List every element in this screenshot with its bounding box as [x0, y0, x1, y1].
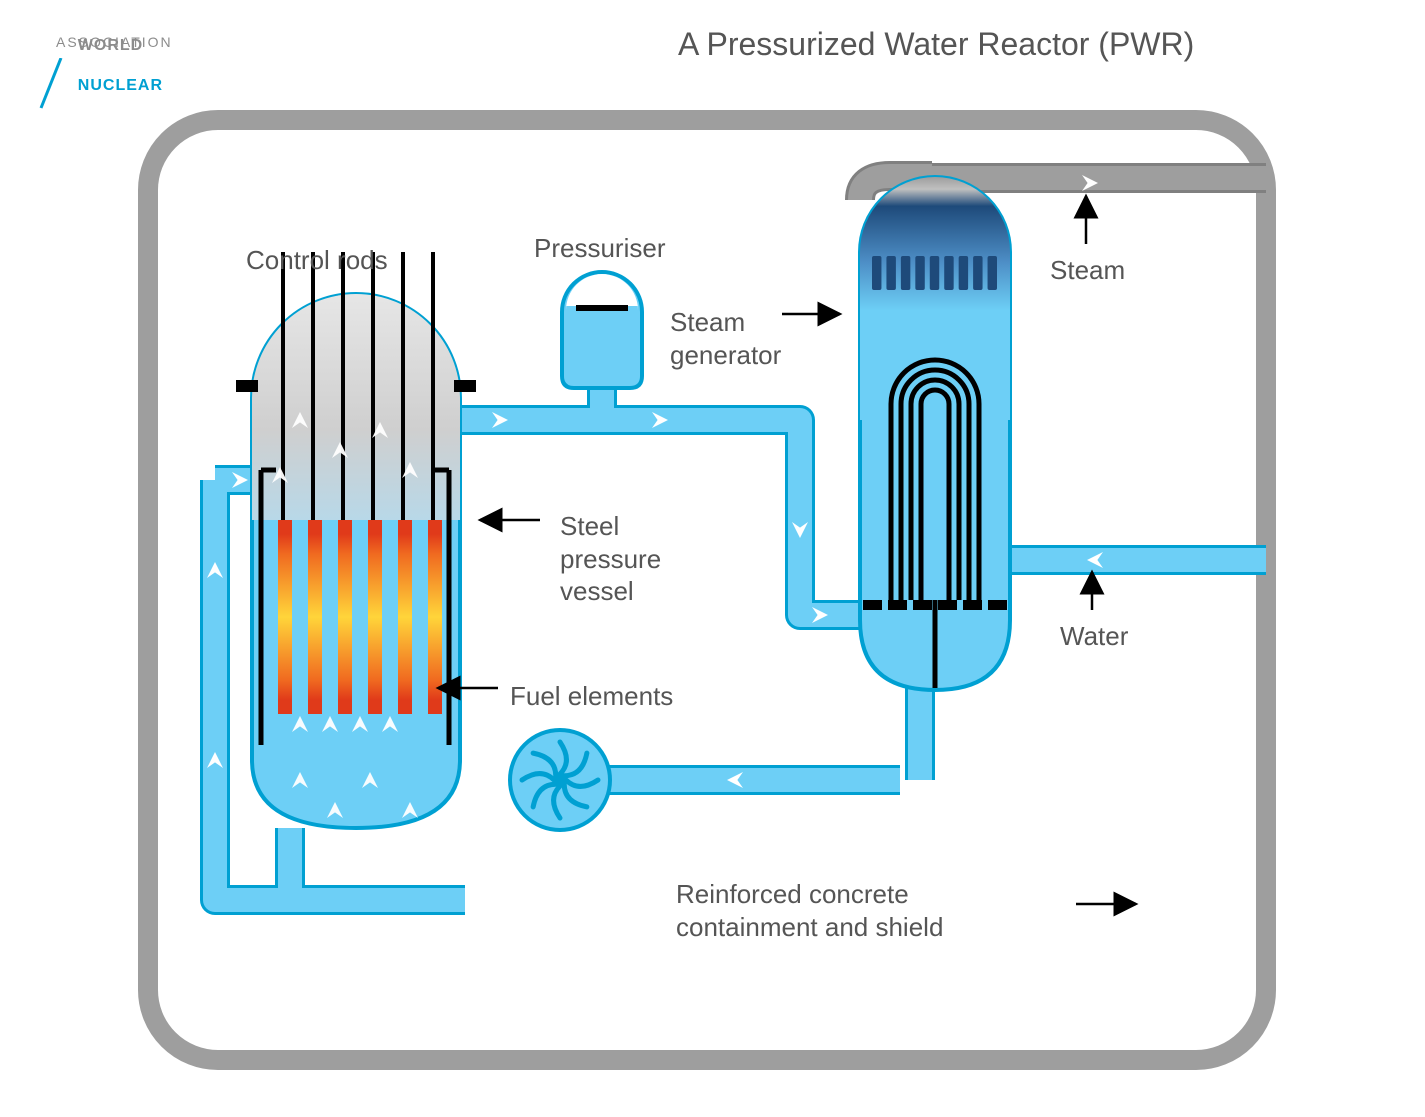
- label-steel_vessel: Steel pressure vessel: [560, 510, 661, 608]
- label-steam: Steam: [1050, 254, 1125, 287]
- primary-pump: [510, 730, 610, 830]
- label-steam_generator: Steam generator: [670, 306, 781, 371]
- label-control_rods: Control rods: [246, 244, 388, 277]
- generator-grill: [872, 256, 997, 290]
- label-containment: Reinforced concrete containment and shie…: [676, 878, 943, 943]
- label-water: Water: [1060, 620, 1128, 653]
- pressuriser: [562, 272, 642, 388]
- steam-generator: [860, 177, 1010, 690]
- label-fuel_elements: Fuel elements: [510, 680, 673, 713]
- pwr-diagram: [0, 0, 1425, 1117]
- label-pressuriser: Pressuriser: [534, 232, 665, 265]
